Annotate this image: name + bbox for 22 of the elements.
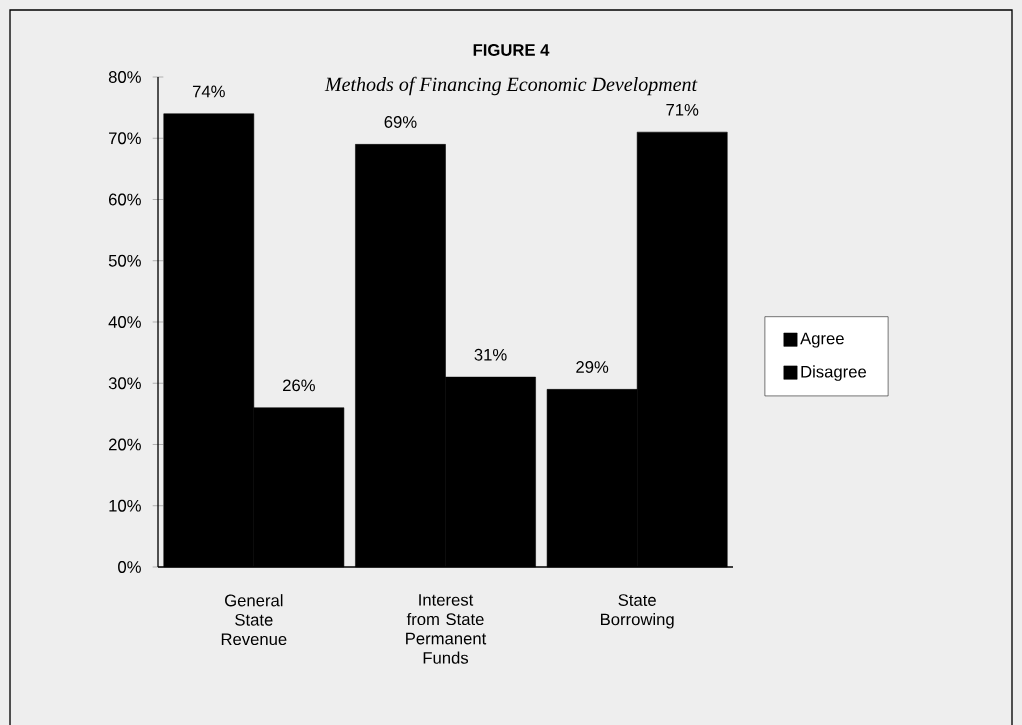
legend-label: Disagree [801,365,867,381]
y-tick-label: 30% [108,377,141,390]
data-label: 69% [384,116,417,128]
chart-subtitle: Methods of Financing Economic Development [324,76,698,96]
y-tick-label: 70% [109,132,141,145]
chart-title: FIGURE 4 [473,44,550,56]
x-tick-label: Interest from State Permanent Funds [406,594,487,664]
x-tick-label: General State Revenue [221,594,287,646]
data-label: 31% [474,348,507,361]
legend-label: Agree [800,332,844,348]
y-tick-label: 20% [109,438,141,451]
y-tick-label: 80% [108,71,141,83]
y-tick-label: 50% [108,254,141,267]
data-label: 29% [576,361,609,373]
y-tick-label: 10% [109,499,141,512]
data-label: 26% [283,379,315,392]
x-tick-label: State Borrowing [601,594,674,629]
data-label: 74% [192,85,225,98]
y-tick-label: 0% [118,561,141,573]
data-label: 71% [666,103,699,116]
y-tick-label: 40% [108,316,141,328]
y-tick-label: 60% [109,193,141,206]
